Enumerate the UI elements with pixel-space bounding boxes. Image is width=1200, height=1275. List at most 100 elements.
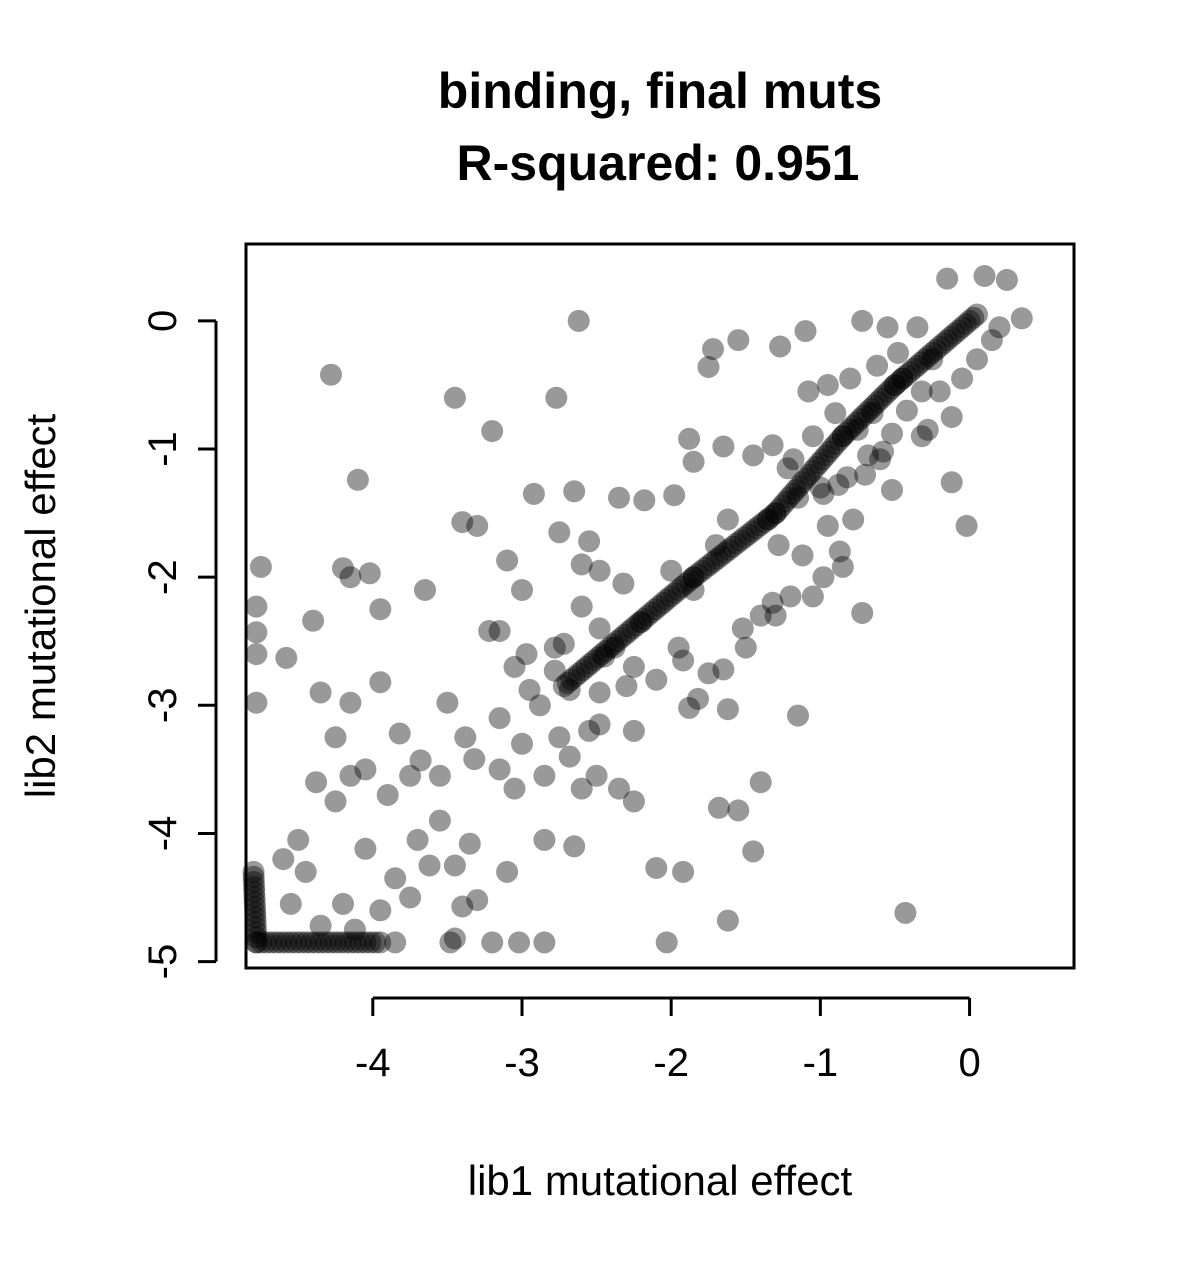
- data-point: [955, 514, 978, 537]
- data-point: [764, 502, 787, 525]
- data-point: [602, 633, 625, 656]
- data-point: [409, 749, 432, 772]
- data-point: [761, 591, 784, 614]
- data-point: [515, 643, 538, 666]
- data-point: [511, 579, 533, 601]
- data-point: [943, 322, 966, 345]
- data-point: [824, 402, 847, 425]
- data-point: [734, 636, 757, 659]
- data-point: [339, 566, 362, 589]
- data-point: [245, 595, 268, 618]
- data-point: [443, 386, 466, 409]
- data-point: [962, 306, 985, 329]
- data-point: [245, 621, 268, 644]
- data-point: [849, 408, 872, 431]
- data-point: [451, 511, 474, 534]
- y-tick-label: -2: [141, 559, 185, 595]
- data-point: [958, 309, 981, 332]
- x-tick-label: -4: [355, 1041, 391, 1085]
- data-point: [733, 526, 756, 549]
- data-point: [716, 508, 739, 531]
- data-point: [242, 860, 265, 883]
- data-point: [815, 444, 837, 467]
- data-point: [275, 646, 298, 669]
- data-point: [309, 681, 332, 704]
- data-point: [894, 901, 917, 924]
- data-point: [245, 926, 268, 949]
- data-point: [354, 931, 377, 954]
- data-point: [478, 620, 501, 642]
- data-point: [439, 931, 462, 954]
- data-point: [672, 649, 695, 672]
- data-point: [481, 931, 504, 954]
- data-point: [827, 473, 850, 496]
- data-point: [606, 630, 629, 653]
- data-point: [533, 764, 556, 787]
- data-point: [245, 931, 268, 954]
- data-point: [713, 541, 736, 564]
- x-tick-label: -3: [504, 1041, 540, 1085]
- data-point: [466, 514, 489, 537]
- data-point: [244, 916, 267, 939]
- data-point: [543, 636, 566, 659]
- data-point: [299, 931, 322, 954]
- data-point: [332, 557, 354, 580]
- y-tick-label: -1: [141, 431, 185, 467]
- data-point: [716, 909, 739, 932]
- data-point: [443, 927, 466, 950]
- data-point: [928, 380, 951, 403]
- data-point: [895, 364, 918, 387]
- data-point: [443, 854, 466, 877]
- data-point: [418, 854, 441, 877]
- data-point: [503, 655, 526, 678]
- data-point: [463, 748, 486, 771]
- data-point: [270, 931, 293, 954]
- data-point: [678, 569, 701, 592]
- data-point: [787, 486, 809, 509]
- data-point: [660, 559, 683, 582]
- data-point: [309, 931, 332, 954]
- data-point: [488, 758, 511, 781]
- data-point: [414, 579, 436, 601]
- data-point: [655, 588, 678, 611]
- data-point: [682, 579, 705, 601]
- data-point: [731, 617, 754, 640]
- data-point: [737, 523, 760, 546]
- data-point: [563, 480, 586, 503]
- data-point: [567, 309, 590, 332]
- data-point: [663, 582, 686, 605]
- data-point: [776, 457, 799, 480]
- data-point: [558, 745, 581, 768]
- data-point: [612, 572, 635, 595]
- data-point: [816, 374, 839, 396]
- data-point: [563, 835, 586, 858]
- data-point: [768, 498, 790, 521]
- data-point: [881, 422, 903, 445]
- data-point: [294, 860, 317, 883]
- data-point: [369, 598, 392, 621]
- data-point: [320, 363, 342, 386]
- data-point: [324, 931, 347, 954]
- data-point: [898, 361, 921, 384]
- data-point: [787, 704, 809, 727]
- data-point: [778, 486, 800, 509]
- data-point: [243, 886, 266, 909]
- data-point: [771, 494, 794, 517]
- data-point: [831, 555, 854, 578]
- data-point: [369, 899, 392, 922]
- data-point: [332, 892, 354, 915]
- data-point: [384, 867, 407, 890]
- data-point: [245, 691, 268, 714]
- data-point: [621, 617, 644, 640]
- data-point: [633, 489, 656, 512]
- data-point: [632, 607, 655, 630]
- data-point: [682, 566, 705, 589]
- data-point: [533, 828, 556, 851]
- data-point: [645, 857, 668, 879]
- data-point: [697, 356, 720, 378]
- data-point: [876, 316, 899, 339]
- x-tick-label: 0: [958, 1041, 980, 1085]
- data-point: [838, 418, 861, 441]
- data-point: [835, 421, 858, 444]
- data-point: [873, 384, 896, 407]
